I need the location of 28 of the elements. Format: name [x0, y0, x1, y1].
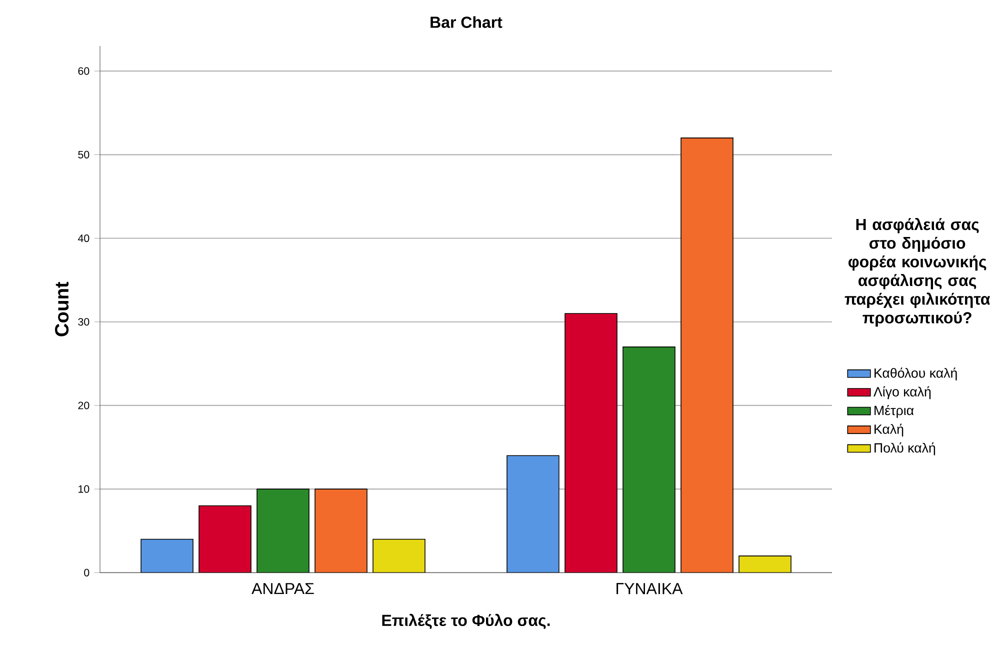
y-tick-label: 10	[78, 485, 90, 493]
y-tick-label: 0	[84, 568, 90, 576]
legend-label: Λίγο καλή	[874, 386, 931, 400]
y-tick-label: 50	[78, 150, 90, 158]
y-axis-title: Count	[55, 282, 69, 336]
y-tick-label: 20	[78, 402, 90, 410]
legend-label: Μέτρια	[874, 405, 914, 418]
y-tick-label: 30	[78, 318, 90, 326]
legend-title: Η ασφάλειά σας στο δημόσιο φορέα κοινωνικής ασφάλισης σας παρέχει φιλικότητα προσωπικού?	[844, 218, 990, 327]
bar	[140, 538, 194, 573]
bar	[564, 313, 618, 573]
bar	[256, 488, 310, 573]
y-tick-label: 60	[78, 67, 90, 75]
x-tick-label: ΑΝΔΡΑΣ	[252, 583, 314, 594]
legend-label: Καθόλου καλή	[874, 368, 957, 380]
bar	[372, 538, 426, 573]
bar	[198, 505, 252, 573]
legend-label: Πολύ καλή	[874, 442, 936, 456]
x-axis-title: Επιλέξτε το Φύλο σας.	[382, 614, 550, 630]
bar	[738, 556, 792, 573]
x-tick-label: ΓΥΝΑΙΚΑ	[616, 583, 683, 594]
bar	[680, 138, 734, 573]
bar	[622, 346, 676, 573]
chart-title: Bar Chart	[430, 16, 502, 28]
bar	[506, 455, 560, 573]
legend-label: Καλή	[874, 424, 904, 437]
bar	[314, 488, 368, 573]
y-tick-label: 40	[78, 234, 90, 242]
